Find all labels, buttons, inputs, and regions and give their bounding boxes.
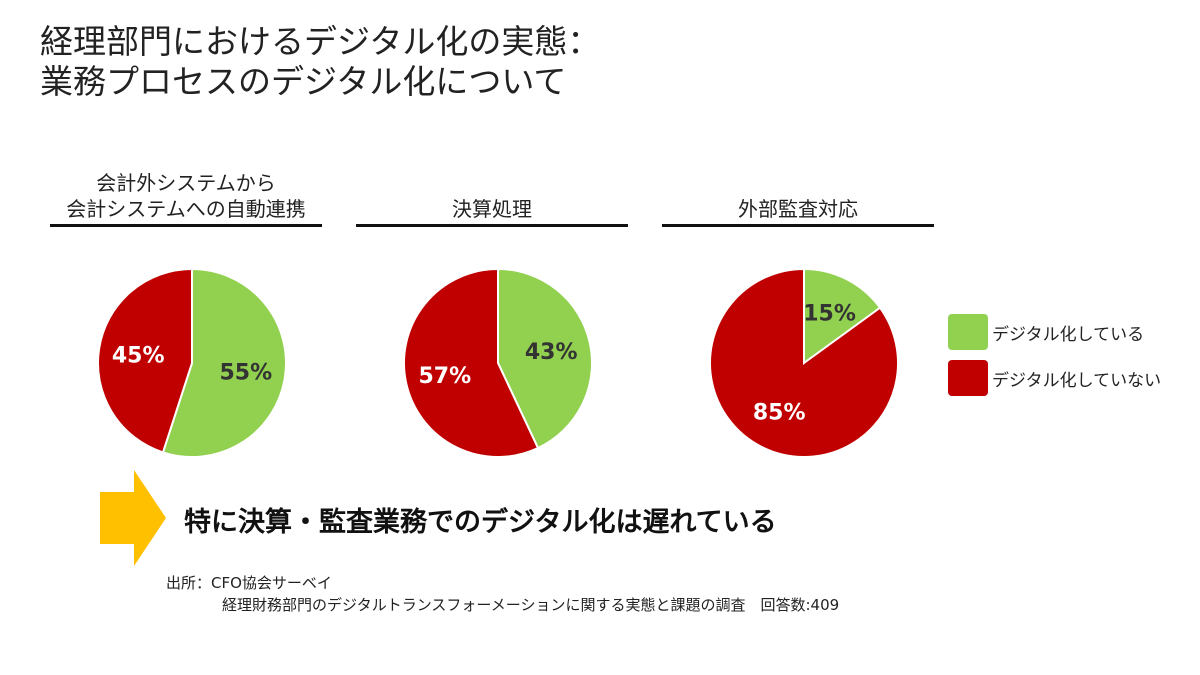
- chart-external-audit: 外部監査対応 15% 85%: [662, 160, 934, 458]
- chart-title-line-1: 会計外システムから: [96, 171, 276, 195]
- pie-slice-digital: [497, 267, 593, 450]
- callout-text: 特に決算・監査業務でのデジタル化は遅れている: [184, 507, 777, 538]
- pie-slice-not-digital: [97, 267, 193, 454]
- data-label-not-digital: 57%: [418, 364, 471, 389]
- data-label-not-digital: 45%: [112, 344, 165, 369]
- legend-swatch-not-digital: [948, 360, 988, 396]
- callout: 特に決算・監査業務でのデジタル化は遅れている: [100, 470, 1000, 570]
- data-label-digital: 43%: [525, 340, 578, 365]
- legend-item-not-digital: デジタル化していない: [948, 359, 1161, 397]
- legend: デジタル化している デジタル化していない: [948, 313, 1161, 405]
- legend-swatch-digital: [948, 314, 988, 350]
- chart-title: 外部監査対応: [662, 160, 934, 227]
- pie-slice-not-digital: [403, 267, 540, 458]
- legend-item-digital: デジタル化している: [948, 313, 1161, 351]
- chart-closing: 決算処理 43% 57%: [356, 160, 628, 458]
- chart-title-line-1: 外部監査対応: [738, 197, 858, 221]
- data-label-not-digital: 85%: [753, 401, 806, 426]
- chart-auto-integration: 会計外システムから 会計システムへの自動連携 55% 45%: [50, 160, 322, 458]
- page-title: 経理部門におけるデジタル化の実態： 業務プロセスのデジタル化について: [40, 22, 840, 102]
- chart-title-line-2: 会計システムへの自動連携: [66, 197, 306, 221]
- chart-title: 決算処理: [356, 160, 628, 227]
- arrow-right-icon: [100, 470, 166, 566]
- source-line-2: 経理財務部門のデジタルトランスフォーメーションに関する実態と課題の調査 回答数:…: [222, 596, 840, 614]
- pie-chart: 55% 45%: [97, 267, 287, 458]
- pie-chart: 43% 57%: [403, 267, 593, 458]
- chart-title-line-1: 決算処理: [452, 197, 532, 221]
- pie-slice-digital: [803, 267, 882, 365]
- data-label-digital: 15%: [803, 302, 856, 327]
- data-label-digital: 55%: [219, 361, 272, 386]
- source-note: 出所：CFO協会サーベイ 経理財務部門のデジタルトランスフォーメーションに関する…: [166, 572, 839, 616]
- pie-chart: 15% 85%: [709, 267, 899, 458]
- pie-slice-digital: [161, 267, 287, 458]
- page-title-line-1: 経理部門におけるデジタル化の実態：: [40, 22, 601, 61]
- source-line-1: 出所：CFO協会サーベイ: [166, 574, 332, 592]
- pie-slice-not-digital: [709, 267, 899, 458]
- chart-title: 会計外システムから 会計システムへの自動連携: [50, 160, 322, 227]
- legend-label: デジタル化していない: [992, 370, 1162, 391]
- legend-label: デジタル化している: [992, 324, 1145, 345]
- page-title-line-2: 業務プロセスのデジタル化について: [40, 62, 567, 101]
